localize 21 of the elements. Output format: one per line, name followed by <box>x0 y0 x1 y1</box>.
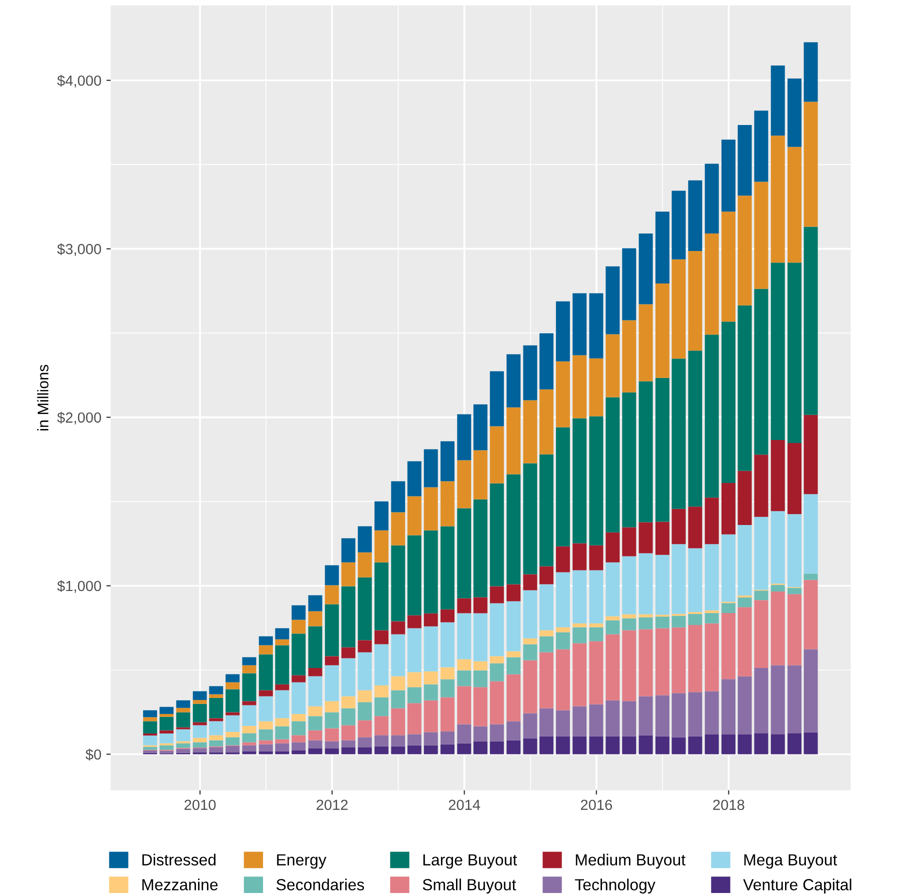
legend-label: Distressed <box>142 854 216 866</box>
legend-label: Mezzanine <box>142 878 218 890</box>
legend-label: Secondaries <box>276 878 364 890</box>
y-tick-label: $0 <box>86 748 102 761</box>
legend-label: Large Buyout <box>423 854 517 869</box>
legend-label: Energy <box>277 854 326 869</box>
y-tick-label: $2,000 <box>57 412 102 424</box>
legend-label: Mega Buyout <box>744 854 838 869</box>
y-tick-label: $3,000 <box>57 243 102 256</box>
legend-label: Venture Capital <box>743 878 852 894</box>
legend-label: Medium Buyout <box>576 854 686 869</box>
x-tick-label: 2012 <box>316 800 348 810</box>
y-tick-label: $1,000 <box>57 580 102 593</box>
y-tick-label: $4,000 <box>57 74 102 88</box>
x-tick-label: 2016 <box>580 800 612 810</box>
x-tick-label: 2010 <box>184 800 216 810</box>
x-tick-label: 2014 <box>448 800 480 810</box>
legend-label: Technology <box>574 878 656 894</box>
x-tick-label: 2018 <box>713 800 744 810</box>
y-axis-title: in Millions <box>37 364 48 430</box>
legend-label: Small Buyout <box>422 878 516 894</box>
